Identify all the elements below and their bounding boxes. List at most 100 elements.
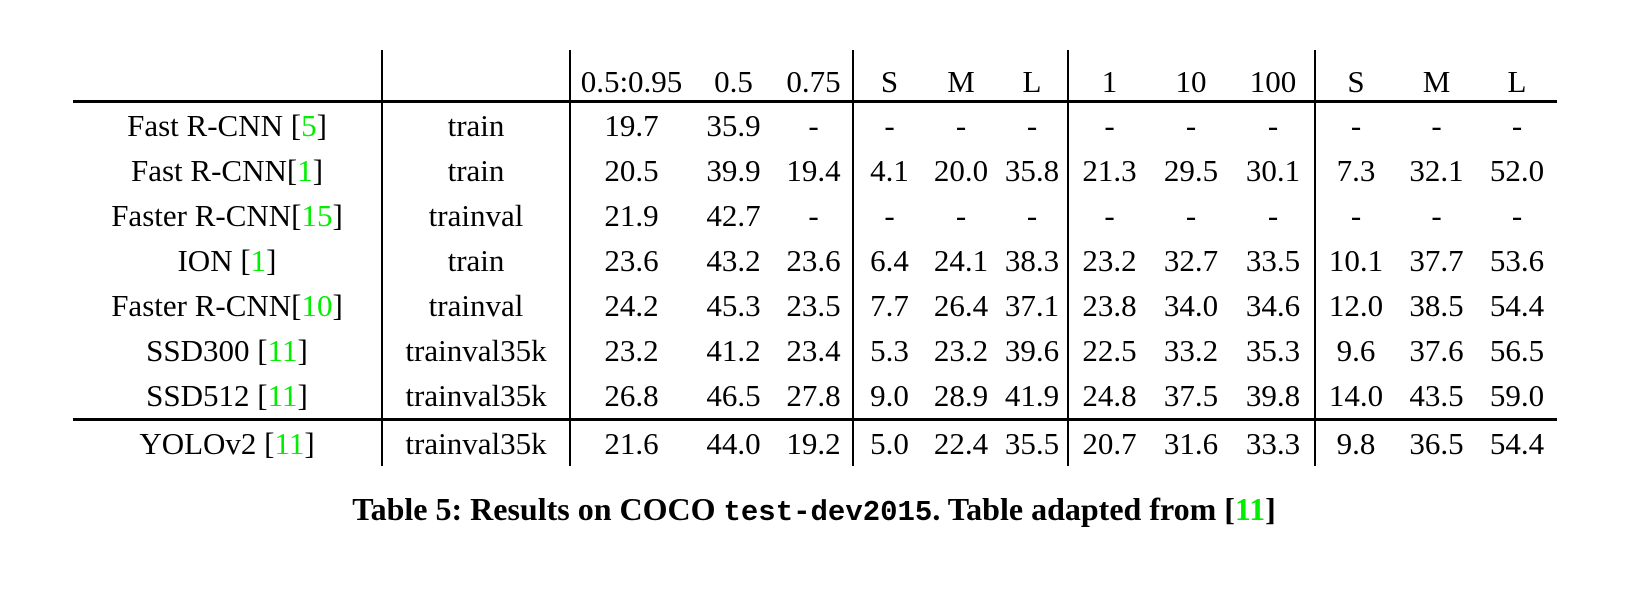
citation-bracket-open: [ bbox=[257, 332, 268, 368]
citation-number: 11 bbox=[267, 332, 298, 368]
value-cell: 22.5 bbox=[1067, 328, 1150, 373]
citation-number: 1 bbox=[250, 242, 267, 278]
value-cell: 9.8 bbox=[1314, 418, 1396, 466]
method-cell: Faster R-CNN[10] bbox=[73, 283, 382, 328]
method-cell: Fast R-CNN[1] bbox=[73, 148, 382, 193]
value-cell: - bbox=[1067, 101, 1150, 148]
col-header: M bbox=[925, 50, 997, 103]
value-cell: 6.4 bbox=[852, 238, 925, 283]
value-cell: 52.0 bbox=[1489, 152, 1545, 188]
value-cell: 21.9 bbox=[569, 193, 692, 238]
table-caption: Table 5: Results on COCO test-dev2015. T… bbox=[0, 491, 1628, 529]
col-header: 10 bbox=[1150, 50, 1232, 103]
value-cell: - bbox=[1511, 107, 1523, 143]
value-cell: 14.0 bbox=[1314, 373, 1396, 420]
citation-bracket-open: [ bbox=[257, 377, 268, 413]
value-cell: 43.2 bbox=[706, 242, 761, 278]
value-cell: - bbox=[1267, 197, 1279, 233]
citation-bracket-open: [ bbox=[264, 425, 275, 461]
caption-text: ] bbox=[1265, 491, 1276, 527]
method-name: SSD512 bbox=[146, 377, 258, 413]
caption-code-text: test-dev2015 bbox=[723, 496, 933, 529]
value-cell: 30.1 bbox=[1245, 152, 1301, 188]
col-header: S bbox=[852, 50, 925, 103]
table-row: YOLOv2 [11] trainval35k 21.6 44.0 19.2 5.0 22.… bbox=[73, 418, 1557, 466]
value-cell: 21.3 bbox=[1067, 148, 1150, 193]
value-cell: 5.3 bbox=[852, 328, 925, 373]
value-cell: - bbox=[1026, 107, 1038, 143]
citation-bracket-close: ] bbox=[266, 242, 277, 278]
col-header: 0.5:0.95 bbox=[569, 50, 692, 103]
table-row: Fast R-CNN[1] train 20.5 39.9 19.4 4.1 20.0 35.… bbox=[73, 148, 1557, 193]
value-cell: - bbox=[1314, 193, 1396, 238]
value-cell: 23.2 bbox=[1067, 238, 1150, 283]
method-cell: Fast R-CNN [5] bbox=[73, 102, 382, 149]
table-row: Faster R-CNN[10] trainval 24.2 45.3 23.5 7.7 2… bbox=[73, 283, 1557, 328]
value-cell: 23.2 bbox=[933, 332, 989, 368]
value-cell: 24.2 bbox=[569, 283, 692, 328]
value-cell: 35.5 bbox=[997, 418, 1068, 466]
col-header: M bbox=[1396, 50, 1477, 103]
value-cell: 34.0 bbox=[1163, 287, 1219, 323]
value-cell: 24.8 bbox=[1067, 373, 1150, 420]
header-row: 0.5:0.95 0.5 0.75 S M L 1 10 100 S M L bbox=[73, 50, 1557, 103]
method-name: Faster R-CNN bbox=[111, 287, 292, 323]
value-cell: 4.1 bbox=[852, 148, 925, 193]
citation-number: 11 bbox=[274, 425, 305, 461]
citation-bracket-close: ] bbox=[297, 377, 308, 413]
citation-bracket-open: [ bbox=[240, 242, 251, 278]
value-cell: 7.3 bbox=[1314, 148, 1396, 193]
citation-number: 5 bbox=[301, 107, 317, 143]
value-cell: 20.0 bbox=[933, 152, 989, 188]
value-cell: 37.1 bbox=[1004, 287, 1060, 323]
value-cell: 39.8 bbox=[1245, 377, 1301, 413]
value-cell: 23.5 bbox=[786, 287, 841, 323]
value-cell: 32.7 bbox=[1163, 242, 1219, 278]
value-cell: - bbox=[955, 197, 967, 233]
trained-on-cell: trainval35k bbox=[381, 328, 570, 373]
col-header: 1 bbox=[1067, 50, 1150, 103]
method-name: YOLOv2 bbox=[139, 425, 265, 461]
trained-on-cell: trainval35k bbox=[381, 418, 570, 466]
citation-bracket-close: ] bbox=[332, 197, 343, 233]
trained-on-cell: train bbox=[381, 148, 570, 193]
value-cell: - bbox=[1511, 197, 1523, 233]
value-cell: 46.5 bbox=[706, 377, 761, 413]
value-cell: - bbox=[852, 193, 925, 238]
value-cell: 23.2 bbox=[569, 328, 692, 373]
method-name: SSD300 bbox=[146, 332, 258, 368]
value-cell: 28.9 bbox=[933, 377, 989, 413]
value-cell: 23.4 bbox=[786, 332, 841, 368]
trained-on-cell: trainval35k bbox=[381, 373, 570, 420]
value-cell: 22.4 bbox=[925, 418, 997, 466]
results-table-body: Fast R-CNN [5] train 19.7 35.9- - - - - - - - - - Fas… bbox=[73, 101, 1557, 466]
value-cell: 23.6 bbox=[786, 242, 841, 278]
method-cell: SSD300 [11] bbox=[73, 328, 382, 373]
value-cell: 31.6 bbox=[1150, 418, 1232, 466]
value-cell: 7.7 bbox=[852, 283, 925, 328]
value-cell: 41.9 bbox=[1004, 377, 1060, 413]
value-cell: - bbox=[1067, 193, 1150, 238]
header-method-spacer bbox=[73, 50, 382, 103]
method-name: Faster R-CNN bbox=[111, 197, 292, 233]
value-cell: 23.8 bbox=[1067, 283, 1150, 328]
value-cell: - bbox=[1431, 197, 1442, 233]
citation-bracket-close: ] bbox=[297, 332, 308, 368]
value-cell: 54.4 bbox=[1477, 418, 1557, 466]
value-cell: 33.5 bbox=[1245, 242, 1301, 278]
value-cell: 35.3 bbox=[1245, 332, 1301, 368]
col-header: S bbox=[1314, 50, 1396, 103]
value-cell: 59.0 bbox=[1489, 377, 1545, 413]
col-header: 100 bbox=[1232, 50, 1315, 103]
value-cell: - bbox=[1185, 107, 1197, 143]
value-cell: 20.5 bbox=[569, 148, 692, 193]
value-cell: 35.9 bbox=[706, 107, 761, 143]
citation-bracket-close: ] bbox=[304, 425, 315, 461]
value-cell: 19.4 bbox=[786, 152, 841, 188]
citation-number: 1 bbox=[297, 152, 313, 188]
citation-bracket-open: [ bbox=[291, 287, 302, 323]
value-cell: 35.8 bbox=[1004, 152, 1060, 188]
value-cell: 37.7 bbox=[1409, 242, 1464, 278]
citation-bracket-open: [ bbox=[290, 107, 302, 143]
value-cell: 24.1 bbox=[933, 242, 989, 278]
